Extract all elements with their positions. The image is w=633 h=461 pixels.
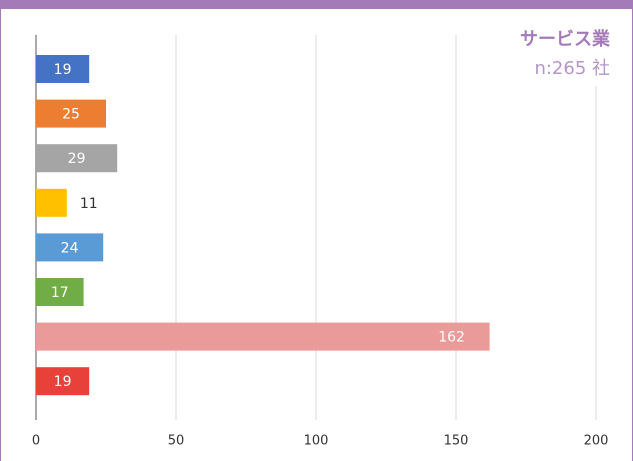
data-label: 11 — [80, 196, 98, 212]
data-label: 162 — [438, 330, 465, 346]
chart-subtitle: n:265 社 — [534, 58, 610, 79]
top-band — [0, 0, 633, 9]
bar — [36, 188, 67, 217]
data-label: 17 — [51, 285, 69, 301]
x-tick-label: 50 — [168, 434, 185, 449]
data-label: 19 — [54, 374, 72, 390]
data-label: 29 — [68, 151, 86, 167]
bar — [36, 233, 104, 262]
bar — [36, 144, 118, 173]
x-tick-label: 0 — [32, 434, 40, 449]
title-backdrop — [490, 22, 620, 86]
bar — [36, 367, 90, 396]
x-tick-label: 200 — [584, 434, 609, 449]
x-tick-label: 100 — [304, 434, 329, 449]
chart-title: サービス業 — [520, 28, 611, 50]
data-label: 25 — [62, 107, 80, 123]
bar — [36, 322, 490, 351]
data-label: 24 — [61, 240, 79, 256]
bar — [36, 99, 106, 128]
data-label: 19 — [54, 62, 72, 78]
bar — [36, 278, 84, 306]
bar — [36, 55, 90, 83]
x-tick-label: 150 — [444, 434, 469, 449]
